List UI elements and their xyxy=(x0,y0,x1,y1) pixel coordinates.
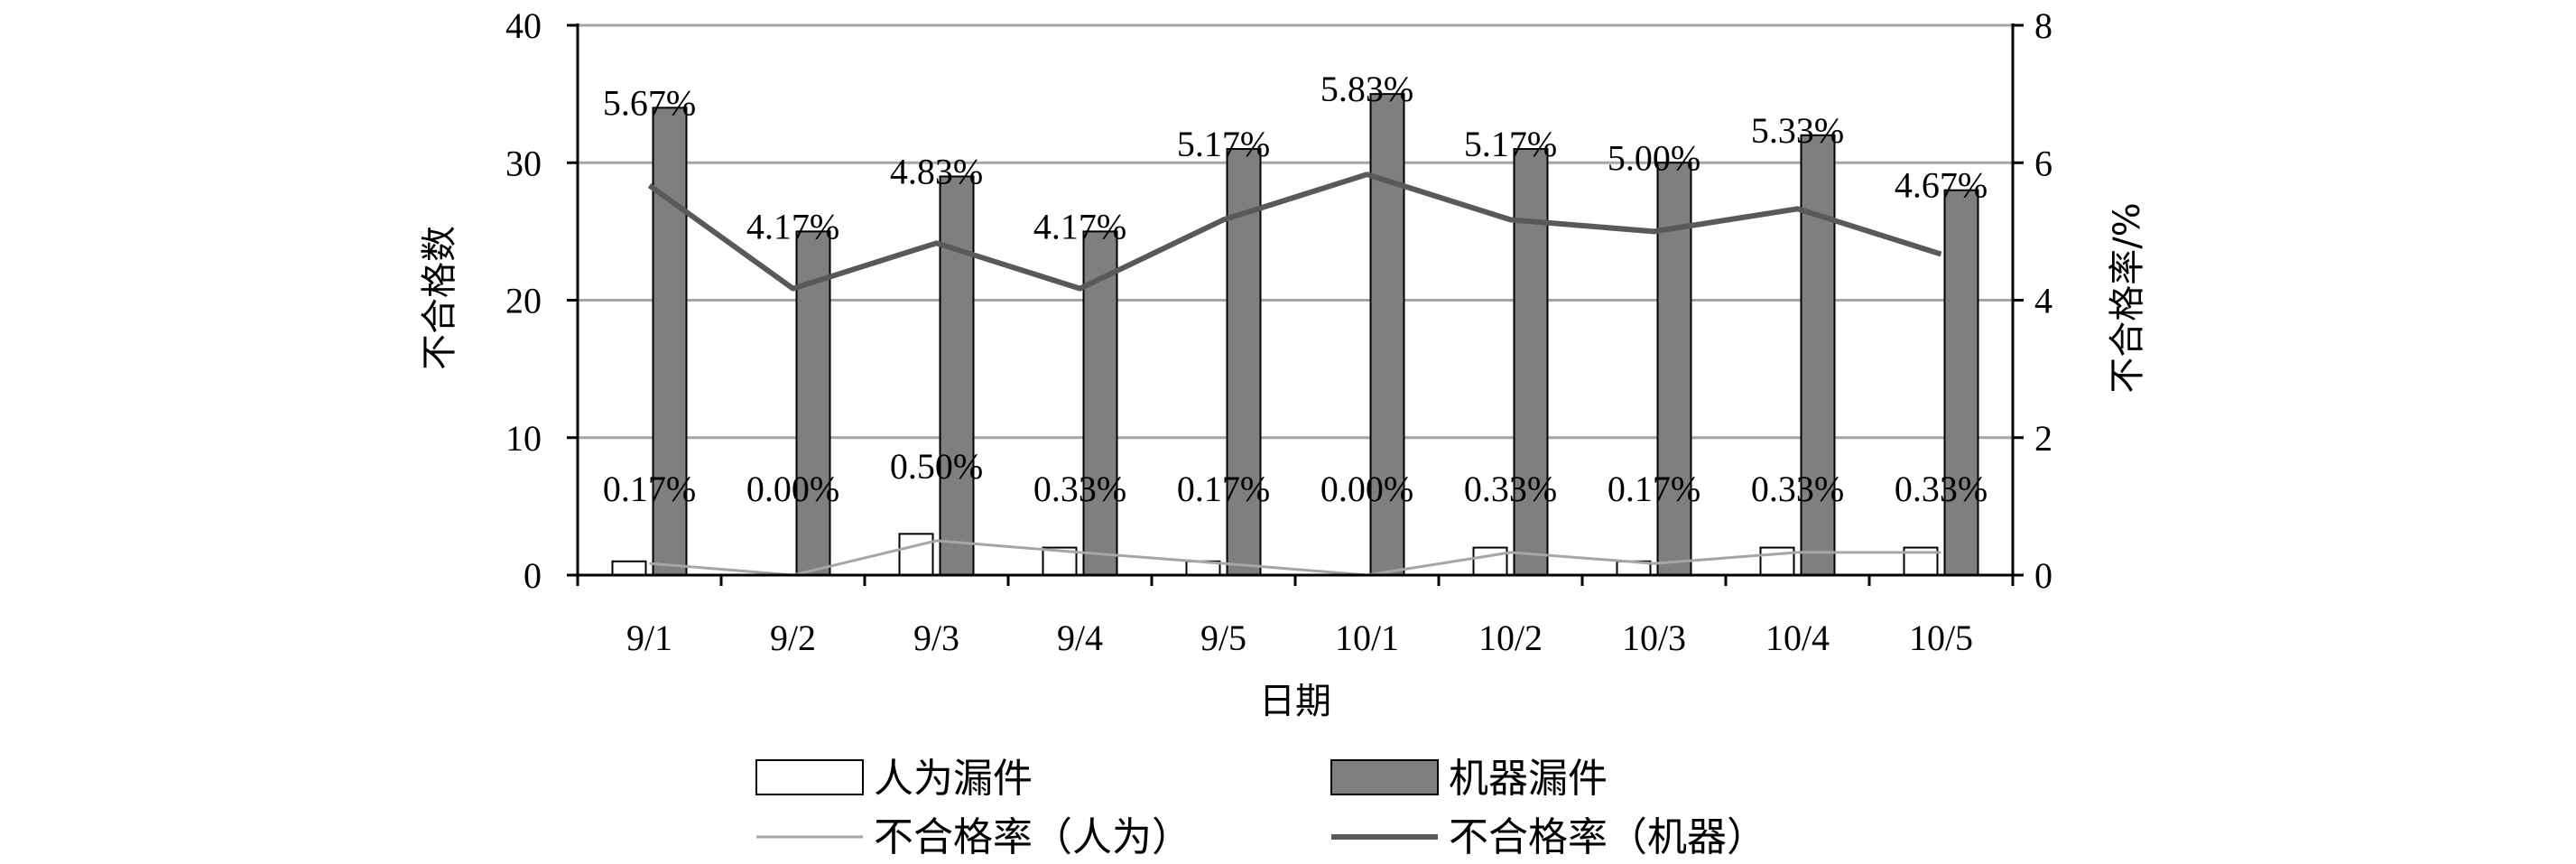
y2-tick-label: 6 xyxy=(2034,143,2052,183)
data-label-machine-rate: 4.83% xyxy=(890,151,983,191)
bar-machine-missing xyxy=(1513,148,1549,576)
data-label-machine-rate: 5.83% xyxy=(1320,69,1413,109)
y2-tick-label: 2 xyxy=(2034,418,2052,459)
legend-label-machine-bar: 机器漏件 xyxy=(1449,756,1608,802)
x-axis-title: 日期 xyxy=(1259,681,1331,722)
x-tick-label: 10/2 xyxy=(1478,618,1543,658)
bar-machine-missing xyxy=(795,230,831,576)
bar-human-missing xyxy=(1759,546,1795,576)
x-tick-label: 10/5 xyxy=(1909,618,1973,658)
legend-item-human-missing: 人为漏件 xyxy=(755,756,1033,802)
data-label-machine-rate: 4.67% xyxy=(1895,165,1988,206)
legend-item-machine-missing: 机器漏件 xyxy=(1330,756,1608,802)
bar-machine-missing xyxy=(939,175,975,576)
data-label-human-rate: 0.50% xyxy=(890,446,983,487)
x-tick-label: 10/4 xyxy=(1765,618,1830,658)
y2-axis-title: 不合格率/% xyxy=(2107,202,2148,393)
line-marks xyxy=(647,172,1942,577)
legend-item-machine-rate: 不合格率（机器） xyxy=(1331,814,1766,860)
line-human-rate xyxy=(649,539,1941,577)
data-label-human-rate: 0.33% xyxy=(1895,469,1988,509)
data-label-human-rate: 0.00% xyxy=(746,469,839,509)
axes: 0 10 20 30 40 0 2 4 6 8 9/1 9/2 9/3 9/4 9/5 10/1 10/2 10/… xyxy=(505,5,2052,658)
legend-label-human-line: 不合格率（人为） xyxy=(874,814,1191,860)
data-label-human-rate: 0.33% xyxy=(1751,469,1844,509)
data-labels: 5.67% 4.17% 4.83% 4.17% 5.17% 5.83% 5.17% 5.00%… xyxy=(603,69,1988,509)
bar-human-missing xyxy=(898,533,934,577)
data-label-machine-rate: 5.00% xyxy=(1608,137,1700,178)
bar-machine-missing xyxy=(1082,230,1118,576)
x-tick-label: 9/3 xyxy=(913,618,959,658)
y-tick-label: 0 xyxy=(524,555,542,596)
y-tick-label: 30 xyxy=(505,143,542,183)
bar-machine-missing xyxy=(1369,93,1405,576)
y-tick-label: 20 xyxy=(505,281,542,321)
data-label-machine-rate: 4.17% xyxy=(746,206,839,246)
data-label-machine-rate: 5.17% xyxy=(1464,124,1557,164)
y2-tick-label: 0 xyxy=(2034,555,2052,596)
y2-tick-label: 4 xyxy=(2034,281,2052,321)
data-label-machine-rate: 5.33% xyxy=(1751,110,1844,151)
data-label-machine-rate: 5.67% xyxy=(603,82,696,123)
legend: 人为漏件 机器漏件 不合格率（人为） 不合格率（机器） xyxy=(755,756,1766,860)
data-label-machine-rate: 5.17% xyxy=(1177,124,1270,164)
x-tick-label: 10/1 xyxy=(1335,618,1399,658)
legend-swatch-human-bar xyxy=(755,759,864,795)
legend-label-machine-line: 不合格率（机器） xyxy=(1449,814,1766,860)
data-label-human-rate: 0.17% xyxy=(603,469,696,509)
x-tick-label: 9/2 xyxy=(770,618,816,658)
x-tick-label: 10/3 xyxy=(1622,618,1686,658)
data-label-human-rate: 0.33% xyxy=(1464,469,1557,509)
y2-tick-label: 8 xyxy=(2034,5,2052,46)
x-tick-label: 9/1 xyxy=(626,618,672,658)
bar-human-missing xyxy=(1472,546,1508,576)
data-label-machine-rate: 4.17% xyxy=(1033,206,1126,246)
y-axis-title: 不合格数 xyxy=(419,226,460,370)
bar-human-missing xyxy=(611,560,647,577)
legend-label-human-bar: 人为漏件 xyxy=(874,756,1033,802)
bar-machine-missing xyxy=(1943,189,1979,576)
y-tick-label: 10 xyxy=(505,418,542,459)
data-label-human-rate: 0.17% xyxy=(1177,469,1270,509)
data-label-human-rate: 0.33% xyxy=(1033,469,1126,509)
data-label-human-rate: 0.17% xyxy=(1608,469,1700,509)
data-label-human-rate: 0.00% xyxy=(1320,469,1413,509)
x-tick-label: 9/4 xyxy=(1057,618,1103,658)
x-tick-label: 9/5 xyxy=(1200,618,1246,658)
bar-machine-missing xyxy=(1800,134,1836,577)
line-machine-rate xyxy=(647,172,1942,292)
y-tick-label: 40 xyxy=(505,5,542,46)
legend-item-human-rate: 不合格率（人为） xyxy=(756,814,1191,860)
legend-swatch-machine-bar xyxy=(1330,759,1439,795)
